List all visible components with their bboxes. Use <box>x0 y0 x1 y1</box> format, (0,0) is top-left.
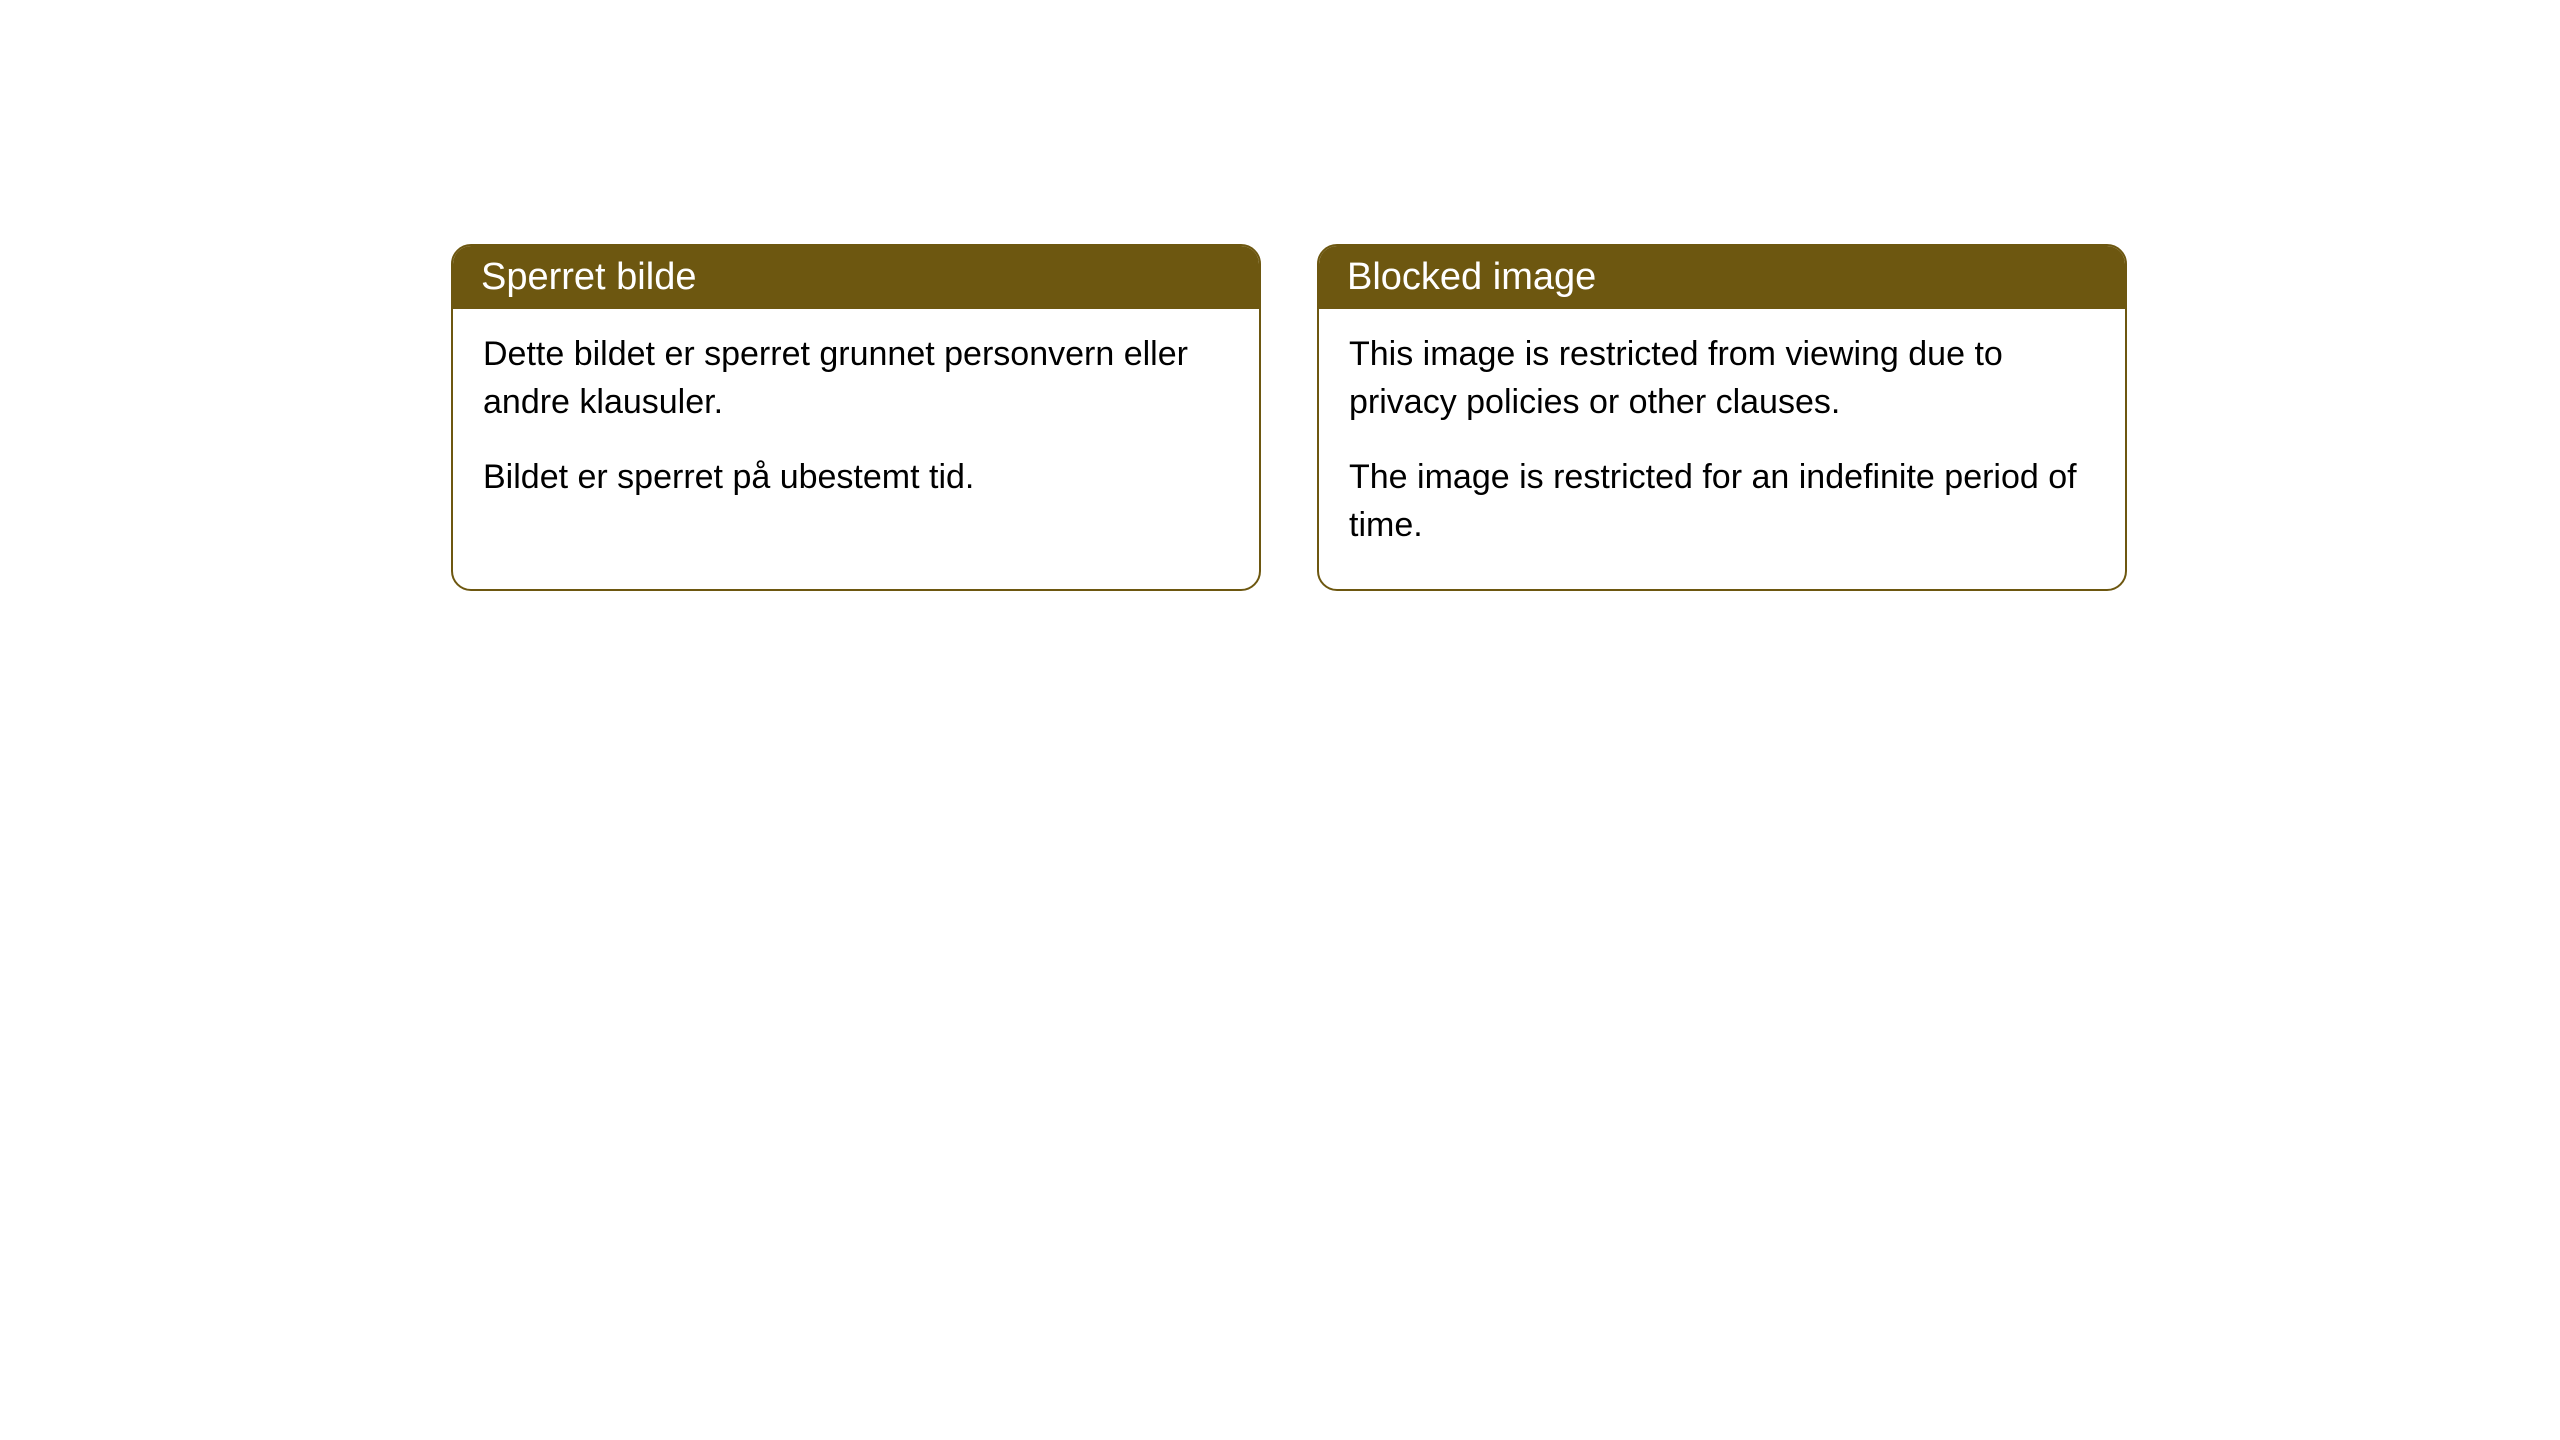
card-title-english: Blocked image <box>1347 256 1596 298</box>
card-paragraph-1-norwegian: Dette bildet er sperret grunnet personve… <box>483 331 1229 426</box>
card-title-norwegian: Sperret bilde <box>481 256 696 298</box>
card-body-english: This image is restricted from viewing du… <box>1319 309 2125 589</box>
card-paragraph-2-norwegian: Bildet er sperret på ubestemt tid. <box>483 454 1229 502</box>
blocked-image-card-english: Blocked image This image is restricted f… <box>1317 244 2127 591</box>
card-body-norwegian: Dette bildet er sperret grunnet personve… <box>453 309 1259 542</box>
card-header-english: Blocked image <box>1319 246 2125 309</box>
card-header-norwegian: Sperret bilde <box>453 246 1259 309</box>
card-paragraph-1-english: This image is restricted from viewing du… <box>1349 331 2095 426</box>
card-paragraph-2-english: The image is restricted for an indefinit… <box>1349 454 2095 549</box>
blocked-image-card-norwegian: Sperret bilde Dette bildet er sperret gr… <box>451 244 1261 591</box>
cards-container: Sperret bilde Dette bildet er sperret gr… <box>451 244 2127 591</box>
